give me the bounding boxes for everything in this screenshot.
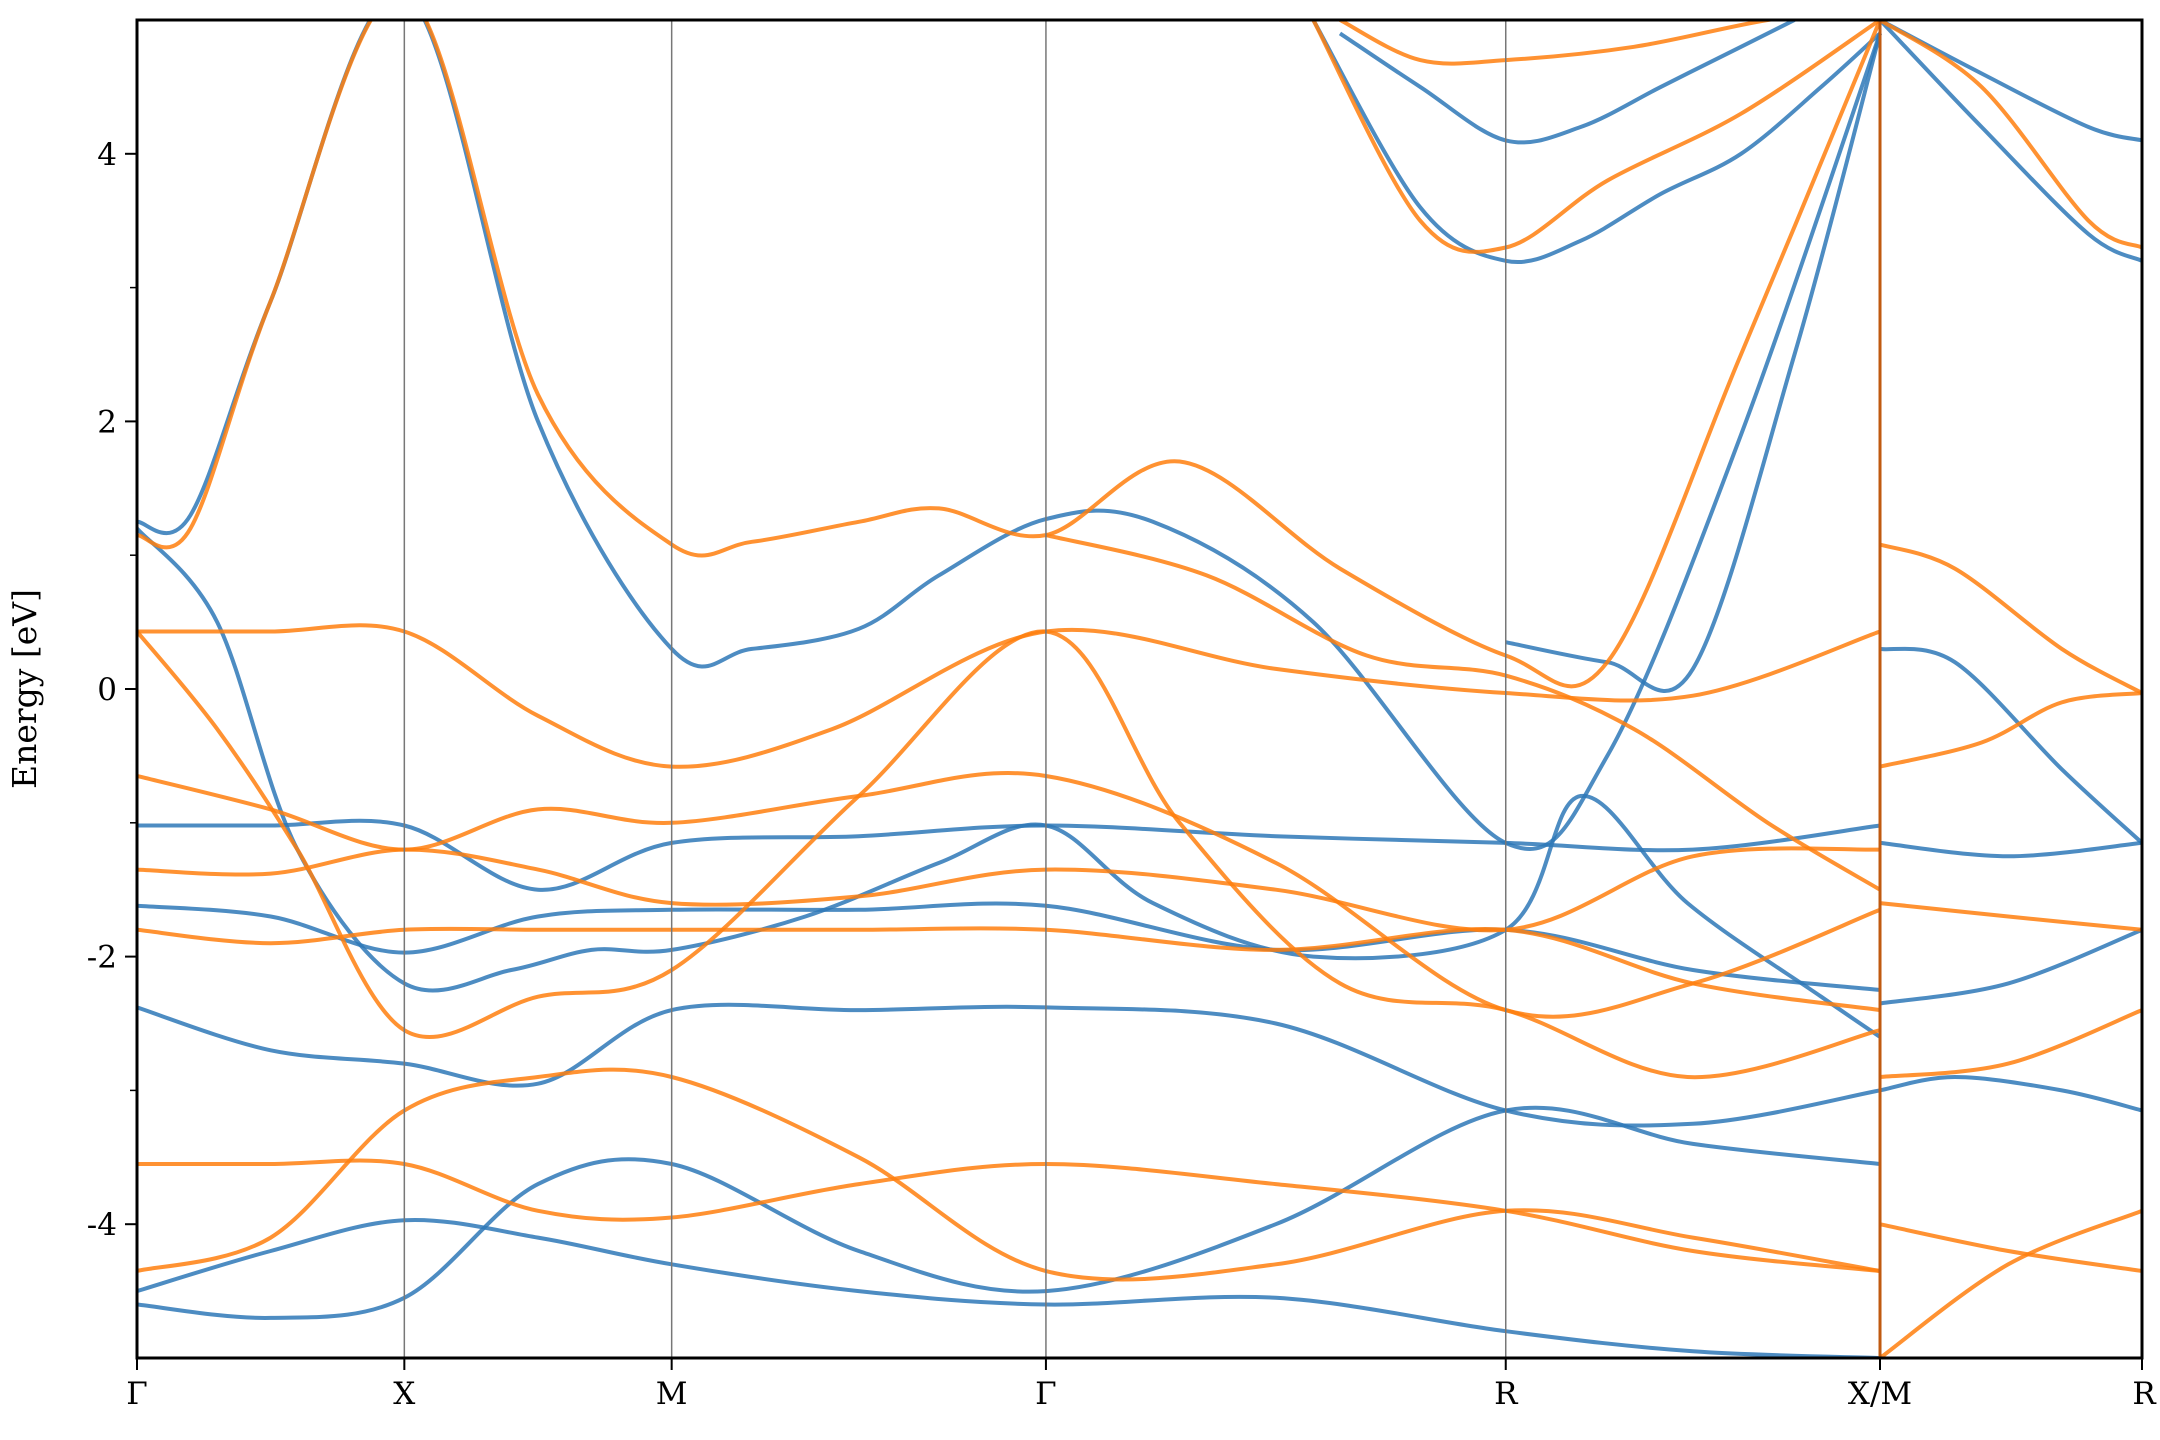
band-line-orange-27 (1311, 20, 1882, 254)
y-tick-label: -4 (87, 1207, 117, 1243)
band-line-orange-26 (1339, 20, 1781, 66)
band-line-blue-5 (137, 1105, 1881, 1320)
band-line-orange-17 (137, 846, 1881, 933)
band-line-blue-3 (137, 901, 1881, 992)
x-tick-label: X/M (1848, 1376, 1912, 1412)
band-line-blue-7 (137, 527, 1882, 1039)
band-line-blue-1 (137, 1002, 1881, 1128)
x-axis-ticks: Γ X M Γ R X/M R (126, 1358, 2157, 1412)
y-axis-ticks: -4 -2 0 2 4 (87, 137, 137, 1243)
series-layer (137, 20, 2142, 1358)
band-line-orange-23 (137, 629, 1881, 1080)
band-line-orange-25 (1045, 533, 1882, 892)
x-tick-label: Γ (1035, 1376, 1057, 1412)
y-tick-label: 4 (97, 137, 117, 173)
band-line-blue-16 (1878, 20, 2142, 263)
x-tick-label: R (2132, 1376, 2157, 1412)
x-tick-label: R (1494, 1376, 1519, 1412)
band-line-orange-20 (137, 1067, 1881, 1282)
band-line-blue-11 (1879, 646, 2142, 845)
band-line-blue-2 (137, 818, 1881, 892)
y-tick-label: -2 (87, 940, 117, 976)
band-line-orange-19 (137, 1158, 1881, 1273)
x-tick-label: X (393, 1376, 415, 1412)
band-line-blue-8 (1505, 32, 1882, 693)
band-line-orange-18 (137, 926, 1881, 1013)
x-tick-label: M (656, 1376, 688, 1412)
band-line-blue-4 (137, 1217, 1881, 1358)
y-tick-label: 2 (97, 404, 117, 440)
band-line-orange-32 (1878, 20, 2142, 250)
band-line-orange-31 (1879, 901, 2142, 932)
k-point-lines (403, 20, 1882, 1358)
band-line-orange-33 (1878, 1208, 2142, 1358)
band-line-orange-22 (137, 623, 1881, 769)
band-line-blue-14 (1879, 840, 2142, 859)
band-line-blue-10 (1311, 20, 1882, 264)
x-tick-label: Γ (126, 1376, 148, 1412)
band-line-blue-9 (1338, 20, 1796, 145)
band-line-orange-29 (1879, 691, 2142, 769)
y-tick-label: 0 (97, 672, 117, 708)
band-line-blue-13 (1879, 927, 2142, 1006)
band-line-blue-12 (1879, 1074, 2142, 1113)
band-line-orange-34 (1879, 1222, 2142, 1273)
plot-frame (135, 18, 2144, 1360)
band-line-orange-28 (1879, 542, 2142, 695)
band-line-orange-21 (137, 771, 1881, 1019)
band-line-orange-30 (1879, 1008, 2142, 1079)
y-axis-label: Energy [eV] (5, 589, 44, 789)
band-line-orange-24 (137, 20, 1882, 689)
